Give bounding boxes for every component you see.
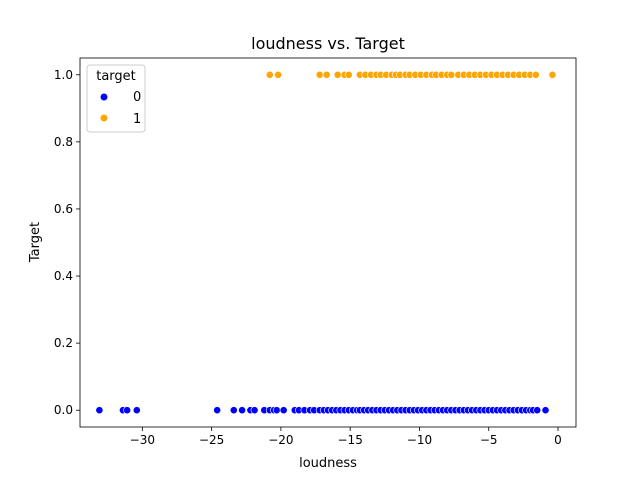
point-target-1 — [265, 70, 274, 79]
y-tick-label: 0.6 — [54, 202, 73, 216]
legend: target 0 1 — [86, 64, 146, 133]
point-target-0 — [279, 406, 288, 415]
point-target-1 — [315, 70, 324, 79]
point-target-1 — [531, 70, 540, 79]
point-target-1 — [274, 70, 283, 79]
x-tick-label: −5 — [480, 433, 498, 447]
y-axis: 0.0 0.2 0.4 0.6 0.8 1.0 — [54, 68, 80, 417]
legend-title: target — [96, 69, 136, 84]
point-target-0 — [541, 406, 550, 415]
point-target-0 — [123, 406, 132, 415]
y-axis-label: Target — [28, 222, 43, 263]
x-tick-label: −20 — [268, 433, 293, 447]
x-tick-label: −25 — [199, 433, 224, 447]
point-target-1 — [447, 70, 456, 79]
point-target-1 — [548, 70, 557, 79]
chart-title: loudness vs. Target — [251, 34, 405, 53]
point-target-0 — [238, 406, 247, 415]
plot-area — [95, 70, 557, 415]
legend-box — [86, 64, 146, 133]
point-target-0 — [272, 406, 281, 415]
x-tick-label: −30 — [130, 433, 155, 447]
point-target-0 — [213, 406, 222, 415]
point-target-0 — [95, 406, 104, 415]
x-axis-label: loudness — [299, 456, 357, 471]
legend-marker-1 — [100, 114, 108, 122]
point-target-0 — [132, 406, 141, 415]
x-tick-label: 0 — [554, 433, 562, 447]
point-target-1 — [333, 70, 342, 79]
x-tick-label: −10 — [407, 433, 432, 447]
y-tick-label: 1.0 — [54, 68, 73, 82]
legend-label-1: 1 — [133, 112, 141, 127]
axes-frame — [79, 57, 577, 428]
legend-marker-0 — [100, 93, 108, 101]
y-tick-label: 0.2 — [54, 336, 73, 350]
point-target-0 — [250, 406, 259, 415]
point-target-0 — [229, 406, 238, 415]
x-axis: −30 −25 −20 −15 −10 −5 0 — [130, 427, 562, 447]
legend-label-0: 0 — [133, 90, 141, 105]
point-target-0 — [533, 406, 542, 415]
point-target-1 — [344, 70, 353, 79]
x-tick-label: −15 — [338, 433, 363, 447]
point-target-1 — [322, 70, 331, 79]
y-tick-label: 0.4 — [54, 269, 73, 283]
y-tick-label: 0.0 — [54, 403, 73, 417]
y-tick-label: 0.8 — [54, 135, 73, 149]
